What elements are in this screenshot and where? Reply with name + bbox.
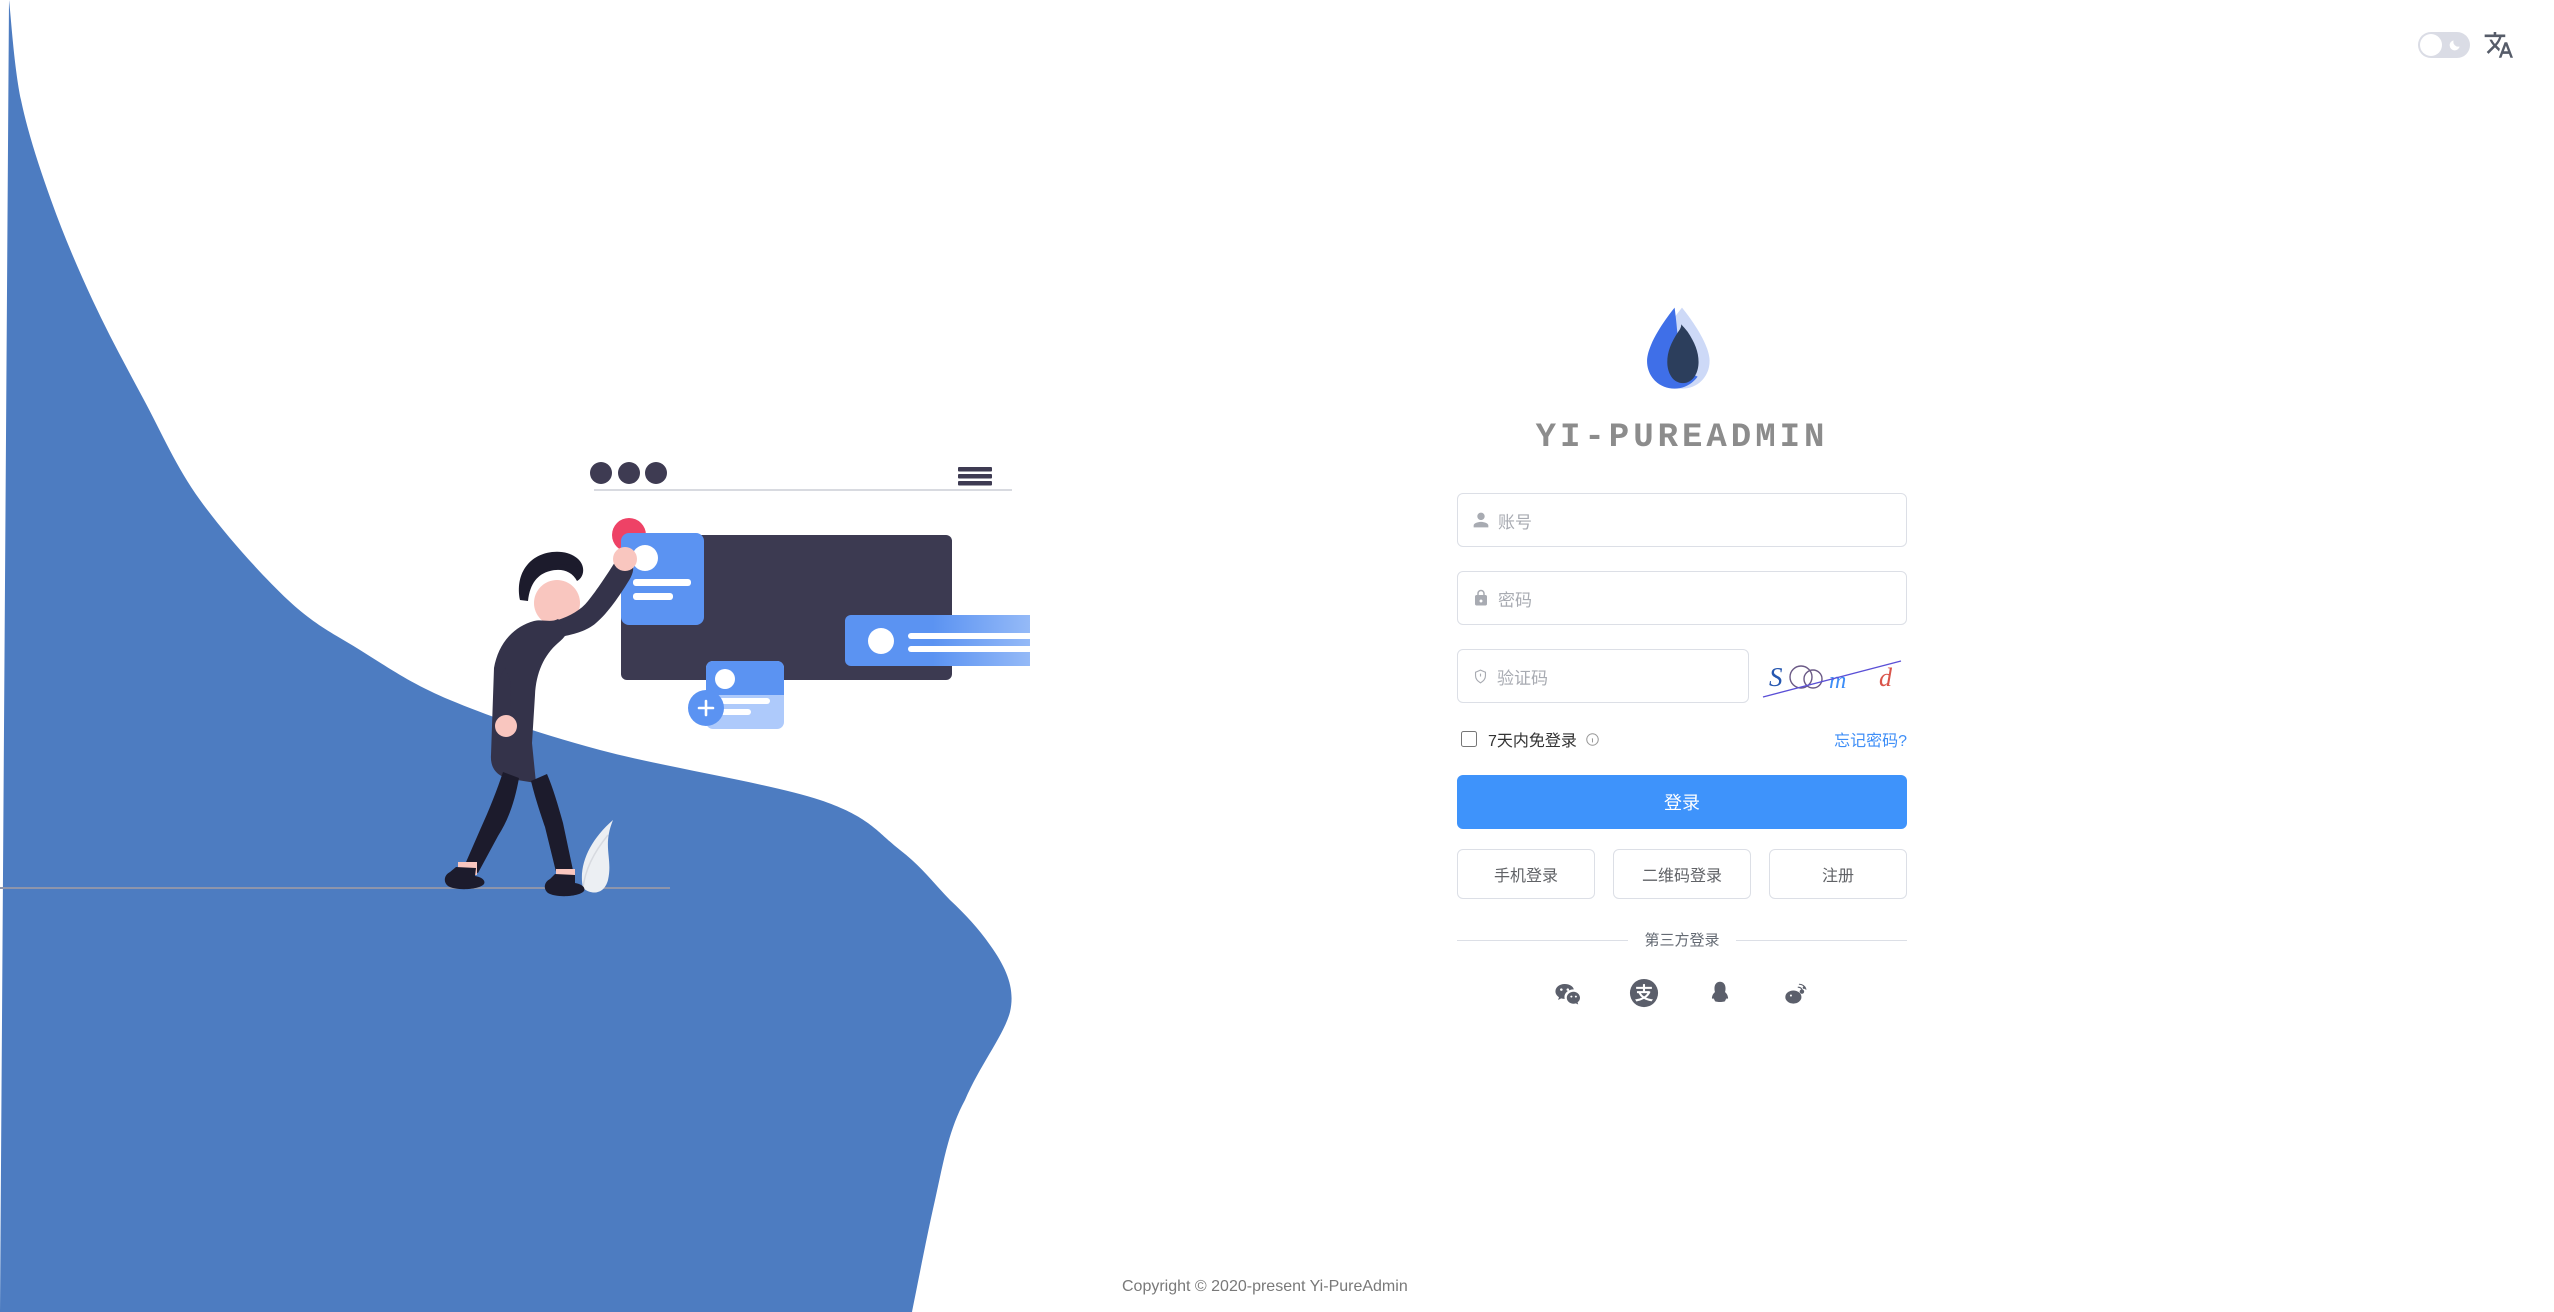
svg-text:m: m	[1829, 668, 1852, 694]
svg-text:支: 支	[1634, 983, 1653, 1004]
svg-text:S: S	[1769, 662, 1789, 692]
svg-text:d: d	[1879, 663, 1898, 692]
